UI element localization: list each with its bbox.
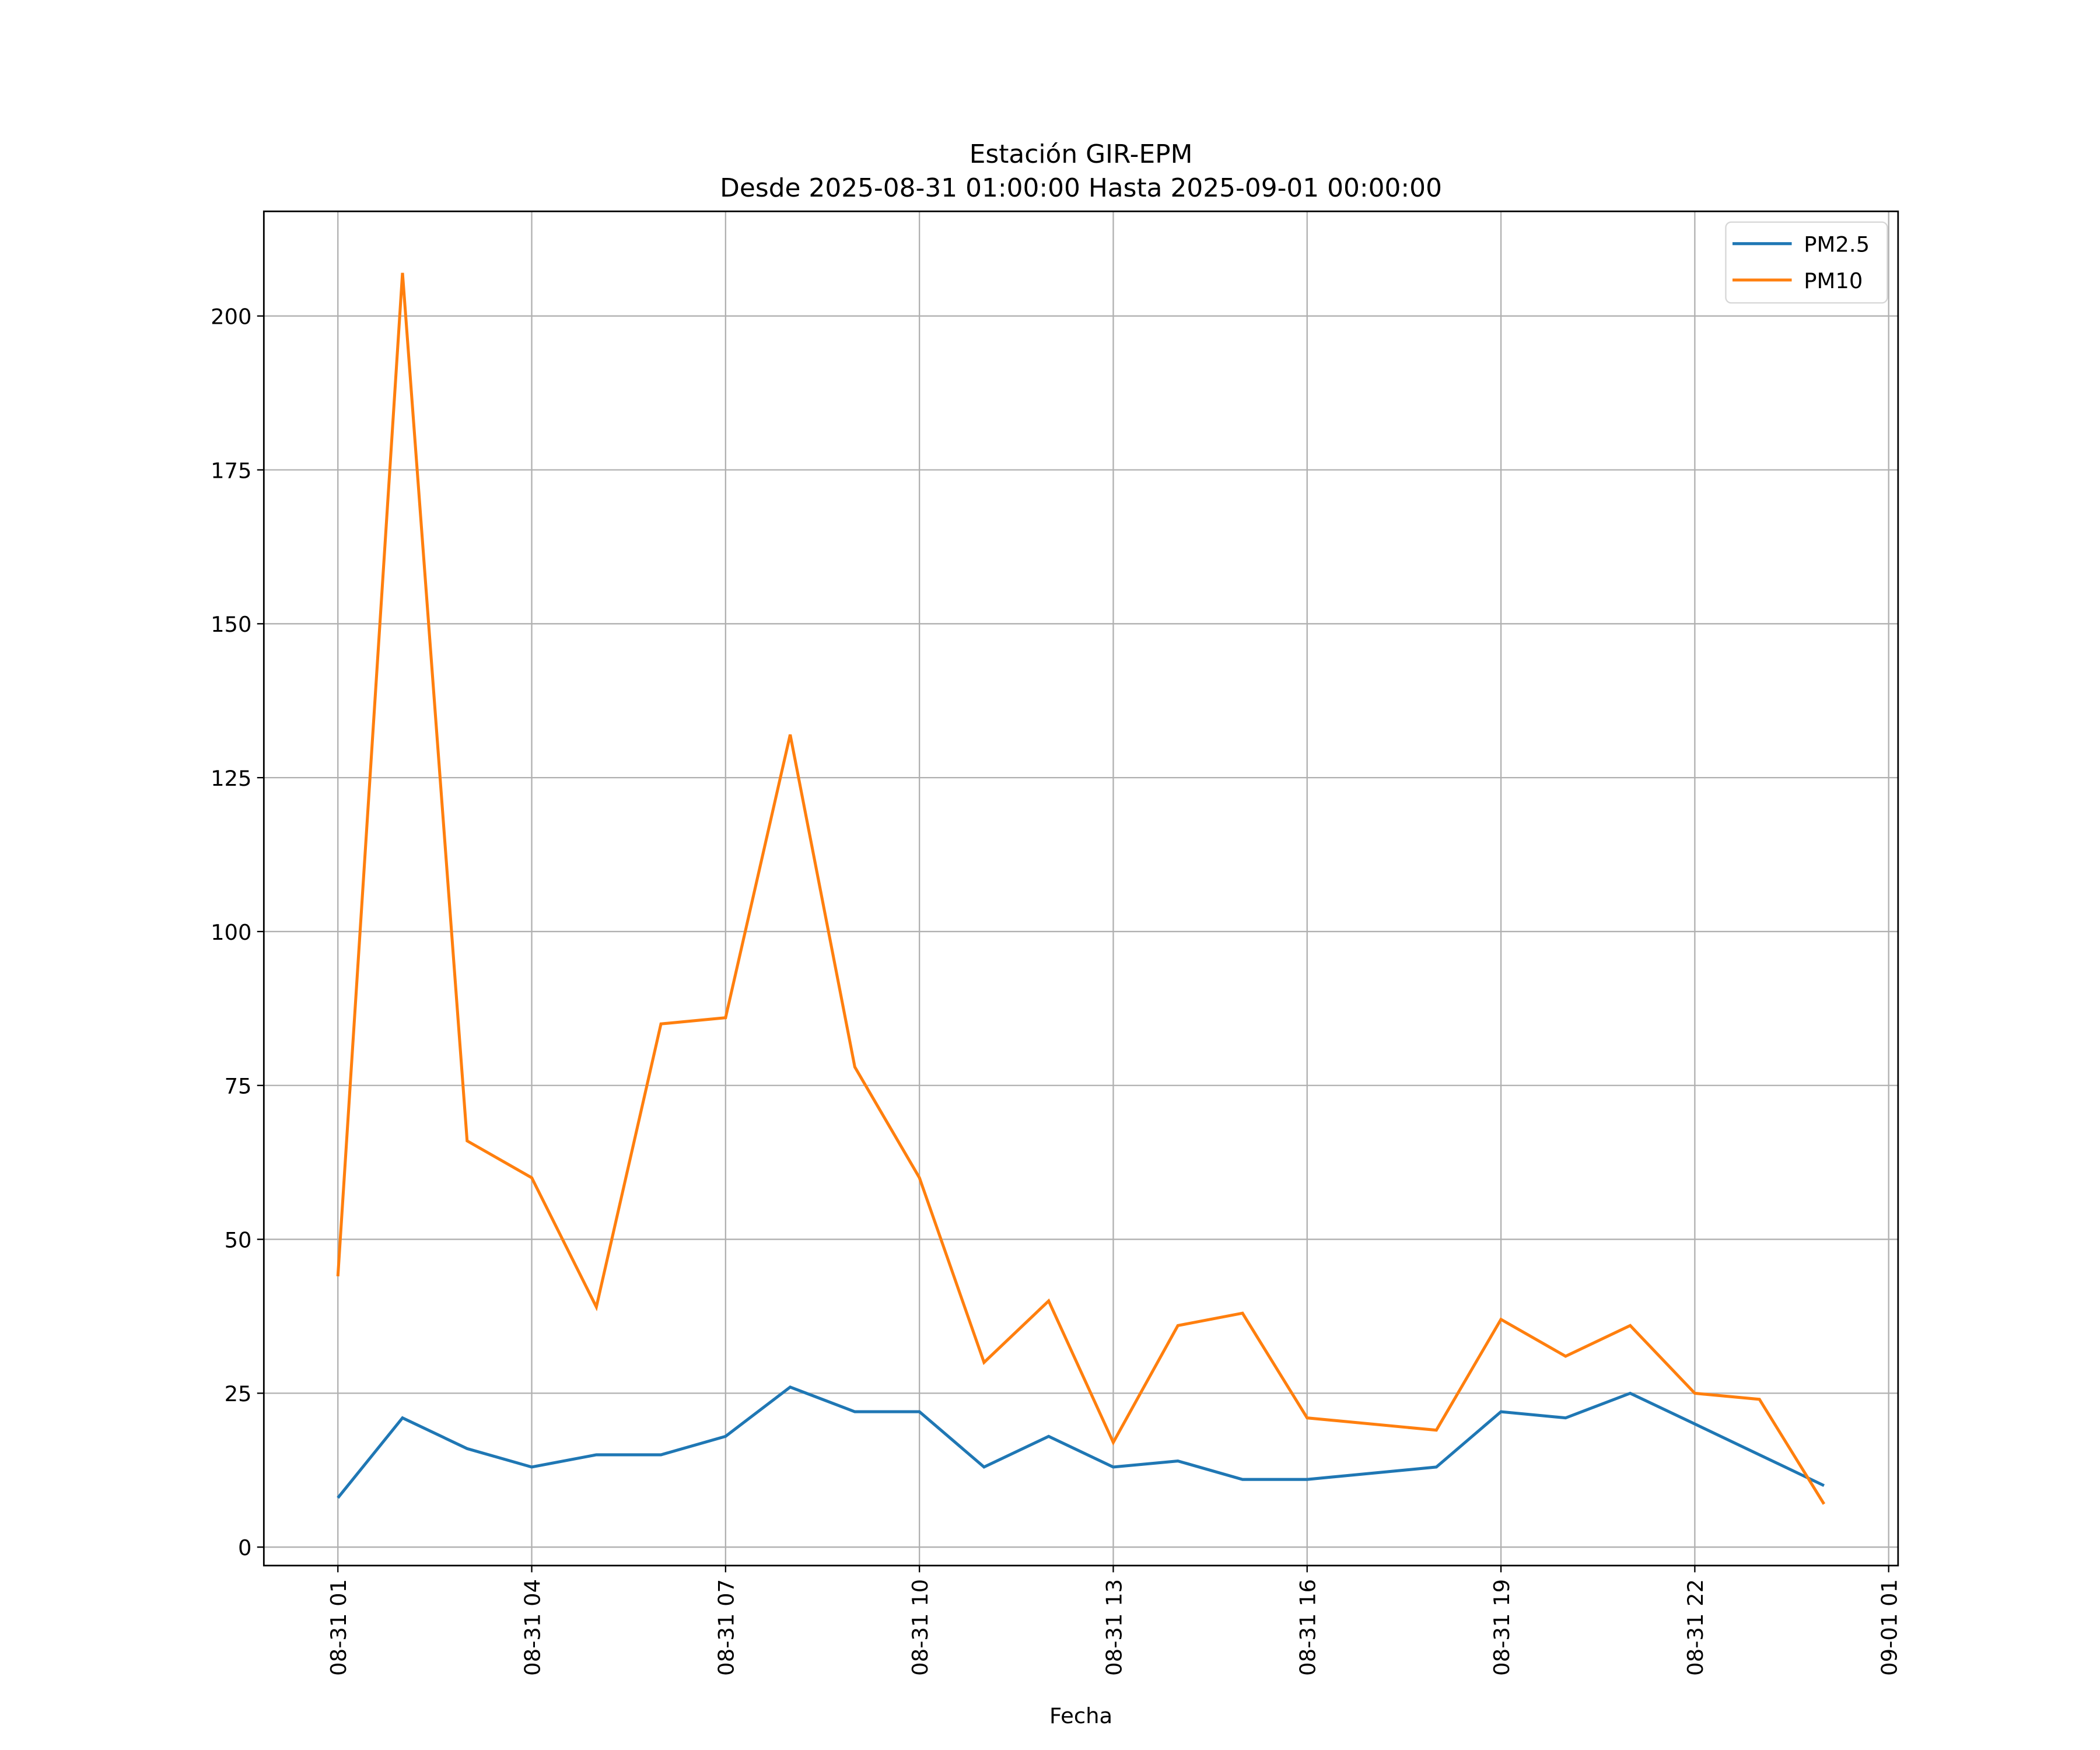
x-tick-label: 08-31 10 (908, 1579, 933, 1676)
y-tick-label: 50 (225, 1227, 252, 1252)
legend: PM2.5 PM10 (1725, 221, 1888, 304)
y-tick-label: 125 (211, 766, 251, 791)
legend-label-pm10: PM10 (1804, 268, 1863, 293)
x-tick-label: 08-31 19 (1489, 1579, 1514, 1676)
y-tick-label: 150 (211, 612, 251, 637)
y-tick-label: 75 (225, 1074, 252, 1099)
x-tick-label: 08-31 13 (1101, 1579, 1126, 1676)
y-tick-label: 0 (238, 1535, 251, 1560)
x-tick-label: 08-31 01 (326, 1579, 351, 1676)
chart-subtitle: Desde 2025-08-31 01:00:00 Hasta 2025-09-… (720, 173, 1442, 203)
x-tick-label: 09-01 01 (1877, 1579, 1902, 1676)
x-axis-label: Fecha (1049, 1703, 1112, 1728)
y-tick-label: 175 (211, 458, 251, 483)
x-tick-label: 08-31 22 (1683, 1579, 1708, 1676)
y-tick-label: 25 (225, 1381, 252, 1406)
plot-frame (262, 210, 1899, 1567)
y-tick-label: 100 (211, 920, 251, 945)
legend-label-pm25: PM2.5 (1804, 232, 1870, 257)
series-line-pm25 (337, 1385, 1825, 1499)
y-tick-label: 200 (211, 304, 251, 330)
x-tick-label: 08-31 04 (520, 1579, 545, 1676)
x-tick-label: 08-31 16 (1296, 1579, 1321, 1676)
x-tick-label: 08-31 07 (714, 1579, 739, 1676)
series-line-pm10 (336, 272, 1826, 1505)
chart-title: Estación GIR-EPM (970, 139, 1193, 169)
